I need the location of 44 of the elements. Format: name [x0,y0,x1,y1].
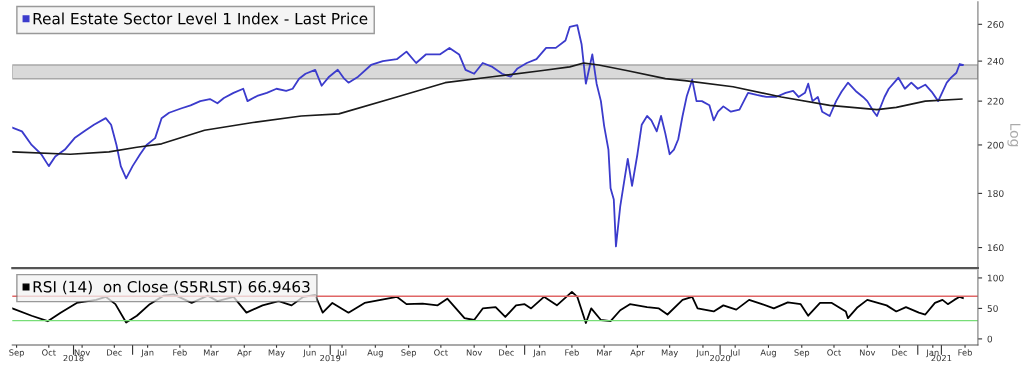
x-tick-label: Dec [499,349,514,356]
y-tick-label: 260 [987,21,1004,28]
x2-tick-label: 2018 [63,354,84,362]
x-tick-label: Feb [565,349,579,356]
x-tick-label: Sep [794,349,810,358]
y-tick-label: 0 [987,335,993,343]
x-tick-label: Nov [74,349,90,356]
x-tick-label: Sep [9,349,24,358]
x-tick-label: Dec [892,349,908,356]
y-tick-label: 160 [987,244,1004,252]
x-tick-label: Sep [401,349,417,358]
x-tick-label: Oct [434,349,448,356]
x-tick-label: Mar [597,349,612,356]
y-tick-label: 200 [987,141,1004,149]
x2-tick-label: 2020 [710,354,731,362]
x-tick-label: Oct [827,349,841,356]
x-tick-label: May [268,349,285,358]
x-tick-label: Jul [729,349,740,358]
line-series [12,24,964,248]
legend-label: RSI (14) on Close (S5RLST) 66.9463 [33,280,310,295]
x-tick-label: Apr [630,349,645,358]
x-tick-label: Aug [367,349,383,358]
x-tick-label: Aug [760,349,776,358]
x-tick-label: Nov [466,349,483,356]
x-tick-label: Mar [203,349,219,356]
x-tick-label: Oct [42,349,56,356]
x-tick-label: Feb [173,349,187,356]
x-tick-label: Jan [532,349,546,358]
y-tick-label: 220 [987,97,1004,105]
x-tick-label: Jun [302,349,316,358]
x-tick-label: May [661,349,679,358]
x-tick-label: Feb [958,349,972,356]
y-tick-label: 50 [987,305,998,312]
y-axis-title: Log [1007,123,1021,147]
x-tick-label: Nov [859,349,876,356]
y-tick-label: 240 [987,57,1004,65]
line-series [12,62,963,156]
x-tick-label: Jun [696,349,709,358]
x-tick-label: Apr [237,349,252,358]
y-tick-label: 180 [987,190,1004,197]
x-tick-label: Dec [107,349,122,356]
legend-label: Real Estate Sector Level 1 Index - Last Price [33,12,368,25]
x-tick-label: Jan [140,349,154,358]
y-tick-label: 100 [987,274,1004,282]
